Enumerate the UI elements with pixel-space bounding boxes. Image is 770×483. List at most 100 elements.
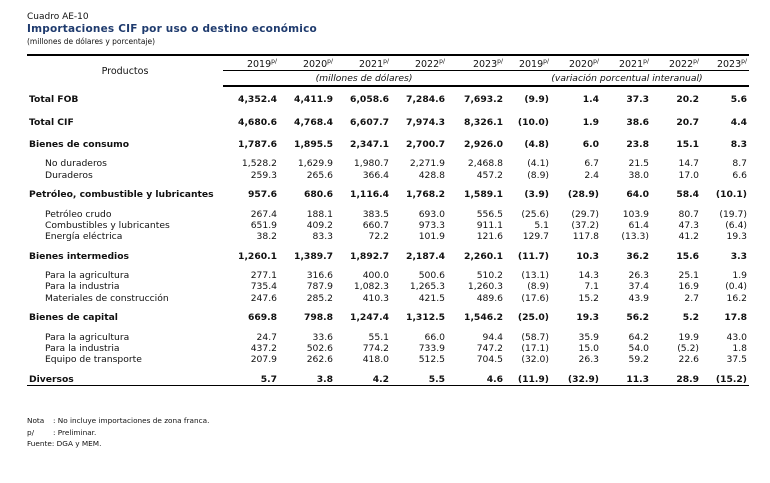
source-line: Fuente: DGA y MEM. [27, 439, 102, 448]
pct-cell: 22.6 [678, 354, 699, 366]
row-label: Materiales de construcción [45, 292, 169, 304]
value-cell: 4.2 [335, 373, 391, 386]
table-row-category: Petróleo, combustible y lubricantes 957.6… [27, 189, 749, 200]
value-cell: 1,265.3 [409, 281, 445, 293]
pct-cell: 56.2 [626, 312, 649, 324]
value-cell: 6,058.6 [350, 94, 389, 106]
value-cell: 366.4 [362, 169, 389, 181]
value-cell: 2,468.8 [467, 158, 503, 170]
value-cell: 418.0 [362, 354, 389, 366]
pct-cell: (37.2) [571, 219, 599, 231]
year-header-pct: 2019p/ [505, 54, 551, 71]
value-cell: 55.1 [368, 331, 389, 343]
pct-cell: 37.3 [626, 94, 649, 106]
value-cell: 489.6 [476, 292, 503, 304]
pct-cell: (9.9) [524, 94, 549, 106]
value-cell: 2,700.7 [406, 138, 445, 150]
value-cell: 735.4 [250, 281, 277, 293]
pct-cell: 26.3 [578, 354, 599, 366]
pct-cell: 20.7 [676, 116, 699, 128]
pct-cell: 43.0 [726, 331, 747, 343]
value-cell: 747.2 [476, 343, 503, 355]
table-number: Cuadro AE-10 [27, 12, 89, 22]
spacer-row [27, 323, 749, 331]
pct-cell: (5.2) [677, 343, 699, 355]
pct-cell: 47.3 [678, 219, 699, 231]
value-cell: 409.2 [306, 219, 333, 231]
value-cell: 4,680.6 [238, 116, 277, 128]
value-cell: 1,247.4 [350, 312, 389, 324]
pct-cell: 14.3 [578, 270, 599, 282]
value-cell: 4.6 [447, 373, 505, 386]
year-header: 2023p/ [447, 54, 505, 71]
value-cell: 1,528.2 [241, 158, 277, 170]
pct-cell: (0.4) [725, 281, 747, 293]
pct-cell: 28.9 [651, 373, 701, 386]
pct-cell: (17.1) [521, 343, 549, 355]
pct-cell: 5.2 [682, 312, 699, 324]
spacer-row [27, 150, 749, 158]
value-cell: 207.9 [250, 354, 277, 366]
value-cell: 6,607.7 [350, 116, 389, 128]
pct-cell: 5.1 [534, 219, 549, 231]
table-row-subcategory: Materiales de construcción 247.6 285.2 410.… [27, 293, 749, 304]
value-cell: 101.9 [418, 231, 445, 243]
table-row-category: Bienes de consumo 1,787.6 1,895.5 2,347.1 2,… [27, 139, 749, 150]
table-row-subcategory: Equipo de transporte 207.9 262.6 418.0 512.5… [27, 354, 749, 365]
table-row-subcategory: Para la agricultura 277.1 316.6 400.0 500.6 5… [27, 270, 749, 281]
value-cell: 1,589.1 [464, 189, 503, 201]
pct-cell: 26.3 [628, 270, 649, 282]
pct-cell: 43.9 [628, 292, 649, 304]
pct-cell: 21.5 [628, 158, 649, 170]
note-line: Nota: No incluye importaciones de zona f… [27, 416, 210, 425]
unit-label-millions: (millones de dólares) [223, 70, 505, 87]
row-label: Energía eléctrica [45, 231, 123, 243]
value-cell: 669.8 [247, 312, 277, 324]
pct-cell: 103.9 [622, 208, 649, 220]
row-label: Duraderos [45, 169, 93, 181]
pct-cell: 129.7 [522, 231, 549, 243]
value-cell: 94.4 [482, 331, 503, 343]
value-cell: 7,693.2 [464, 94, 503, 106]
value-cell: 316.6 [306, 270, 333, 282]
pct-cell: 16.2 [726, 292, 747, 304]
value-cell: 556.5 [476, 208, 503, 220]
pct-cell: (3.9) [524, 189, 549, 201]
value-cell: 259.3 [250, 169, 277, 181]
unit-label-variation: (variación porcentual interanual) [505, 70, 749, 87]
value-cell: 5.7 [223, 373, 279, 386]
row-label: Para la agricultura [45, 331, 130, 343]
pct-cell: 58.4 [676, 189, 699, 201]
value-cell: 1,629.9 [297, 158, 333, 170]
pct-cell: (25.6) [521, 208, 549, 220]
row-label: Bienes de consumo [29, 138, 130, 150]
pct-cell: 6.0 [582, 138, 599, 150]
value-cell: 660.7 [362, 219, 389, 231]
pct-cell: (32.0) [521, 354, 549, 366]
value-cell: 38.2 [256, 231, 277, 243]
value-cell: 500.6 [418, 270, 445, 282]
pct-cell: (10.1) [715, 189, 747, 201]
pct-cell: 54.0 [628, 343, 649, 355]
table-row-category: Bienes intermedios 1,260.1 1,389.7 1,892.7 2… [27, 251, 749, 262]
spacer-row [27, 262, 749, 270]
pct-cell: (29.7) [571, 208, 599, 220]
row-label: Combustibles y lubricantes [45, 219, 170, 231]
pct-cell: (28.9) [567, 189, 599, 201]
spacer-row [27, 181, 749, 189]
spacer-row [27, 200, 749, 208]
value-cell: 651.9 [250, 219, 277, 231]
value-cell: 1,082.3 [353, 281, 389, 293]
value-cell: 66.0 [424, 331, 445, 343]
value-cell: 680.6 [303, 189, 333, 201]
year-header: 2022p/ [391, 54, 447, 71]
year-header-pct: 2020p/ [551, 54, 601, 71]
value-cell: 973.3 [418, 219, 445, 231]
pct-cell: 11.3 [601, 373, 651, 386]
value-cell: 733.9 [418, 343, 445, 355]
pct-cell: 16.9 [678, 281, 699, 293]
pct-cell: (17.6) [521, 292, 549, 304]
pct-cell: (4.8) [524, 138, 549, 150]
value-cell: 1,389.7 [294, 250, 333, 262]
